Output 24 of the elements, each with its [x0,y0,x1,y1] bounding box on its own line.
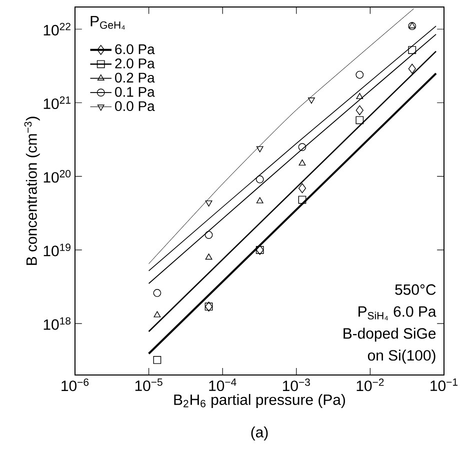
legend-label: 0.0 Pa [115,101,155,112]
y-tick-label: 10$^{19}$ [44,244,70,256]
text: (a) [251,426,268,440]
legend-label: 2.0 Pa [115,58,155,68]
x-tick-label: 10$^{−6}$ [62,378,89,392]
legend-label: 0.1 Pa [115,86,155,97]
y-tick-label: 10$^{18}$ [44,317,71,330]
legend-label: 0.2 Pa [115,72,155,83]
annotation: 550°C [395,284,436,295]
x-tick-label: 10$^{−4}$ [209,378,236,392]
y-axis-title: B concentration (cm$^{−3}$) [24,116,40,265]
x-tick-label: 10$^{−3}$ [283,378,310,392]
legend-title: P$_{GeH₄}$ [90,16,125,30]
annotation: P$_{SiH₄}$ 6.0 Pa [358,306,436,320]
y-tick-label: 10$^{22}$ [44,22,70,36]
y-tick-label: 10$^{21}$ [44,96,70,110]
annotation: B-doped SiGe [344,328,436,342]
annotation: on Si(100) [368,350,436,364]
x-tick-label: 10$^{−5}$ [135,378,162,392]
x-tick-label: 10$^{−2}$ [356,378,384,392]
x-axis-title: B$_{2}$H$_{6}$ partial pressure (Pa) [174,394,345,408]
y-tick-label: 10$^{20}$ [44,170,71,183]
legend-label: 6.0 Pa [115,44,155,54]
x-tick-label: 10$^{−1}$ [430,378,458,392]
